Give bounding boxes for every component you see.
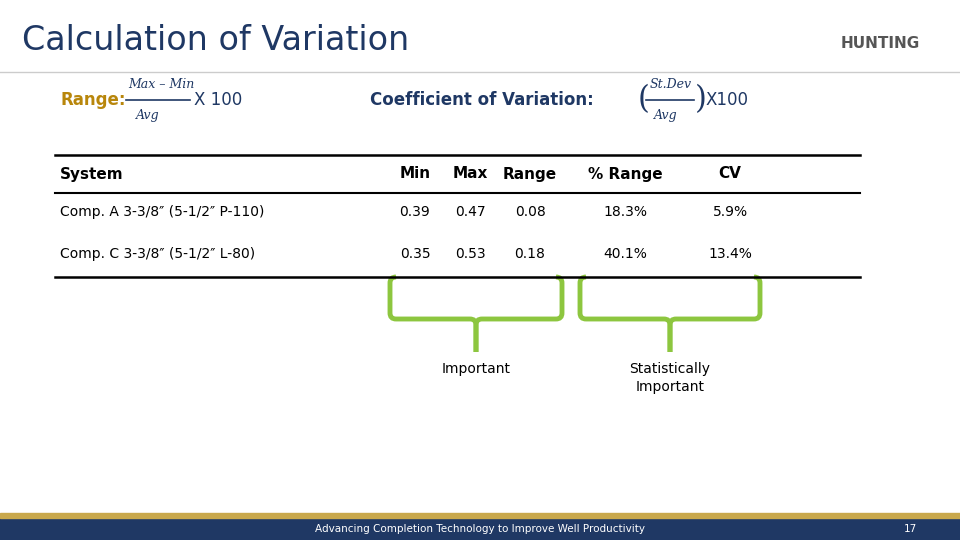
Text: Comp. C 3-3/8″ (5-1/2″ L-80): Comp. C 3-3/8″ (5-1/2″ L-80) (60, 247, 255, 261)
Text: 17: 17 (903, 524, 917, 534)
Text: Range:: Range: (60, 91, 126, 109)
Text: 0.53: 0.53 (455, 247, 486, 261)
Text: St.Dev: St.Dev (650, 78, 692, 91)
Bar (0, 518, 960, 540)
Text: ): ) (695, 84, 707, 116)
Text: Calculation of Variation: Calculation of Variation (22, 24, 409, 57)
Text: 18.3%: 18.3% (603, 205, 647, 219)
Text: Important: Important (442, 362, 511, 376)
Text: Advancing Completion Technology to Improve Well Productivity: Advancing Completion Technology to Impro… (315, 524, 645, 534)
Text: X 100: X 100 (194, 91, 242, 109)
Text: 0.08: 0.08 (515, 205, 545, 219)
Text: Statistically
Important: Statistically Important (630, 362, 710, 394)
Text: 0.18: 0.18 (515, 247, 545, 261)
Bar (0, 513, 960, 518)
Text: Min: Min (399, 166, 431, 181)
Text: 0.47: 0.47 (455, 205, 486, 219)
Text: 0.39: 0.39 (399, 205, 430, 219)
Text: 0.35: 0.35 (399, 247, 430, 261)
Text: (: ( (638, 84, 650, 116)
Text: System: System (60, 166, 124, 181)
Text: Coefficient of Variation:: Coefficient of Variation: (370, 91, 593, 109)
Text: Avg: Avg (136, 109, 159, 122)
Text: Max – Min: Max – Min (128, 78, 194, 91)
Text: 40.1%: 40.1% (603, 247, 647, 261)
Text: X100: X100 (706, 91, 749, 109)
Text: CV: CV (719, 166, 741, 181)
Text: Max: Max (452, 166, 488, 181)
Text: Comp. A 3-3/8″ (5-1/2″ P-110): Comp. A 3-3/8″ (5-1/2″ P-110) (60, 205, 264, 219)
Text: Range: Range (503, 166, 557, 181)
Text: % Range: % Range (588, 166, 662, 181)
Text: Avg: Avg (654, 109, 678, 122)
Text: 13.4%: 13.4% (708, 247, 752, 261)
Text: 5.9%: 5.9% (712, 205, 748, 219)
Text: HUNTING: HUNTING (840, 36, 920, 51)
